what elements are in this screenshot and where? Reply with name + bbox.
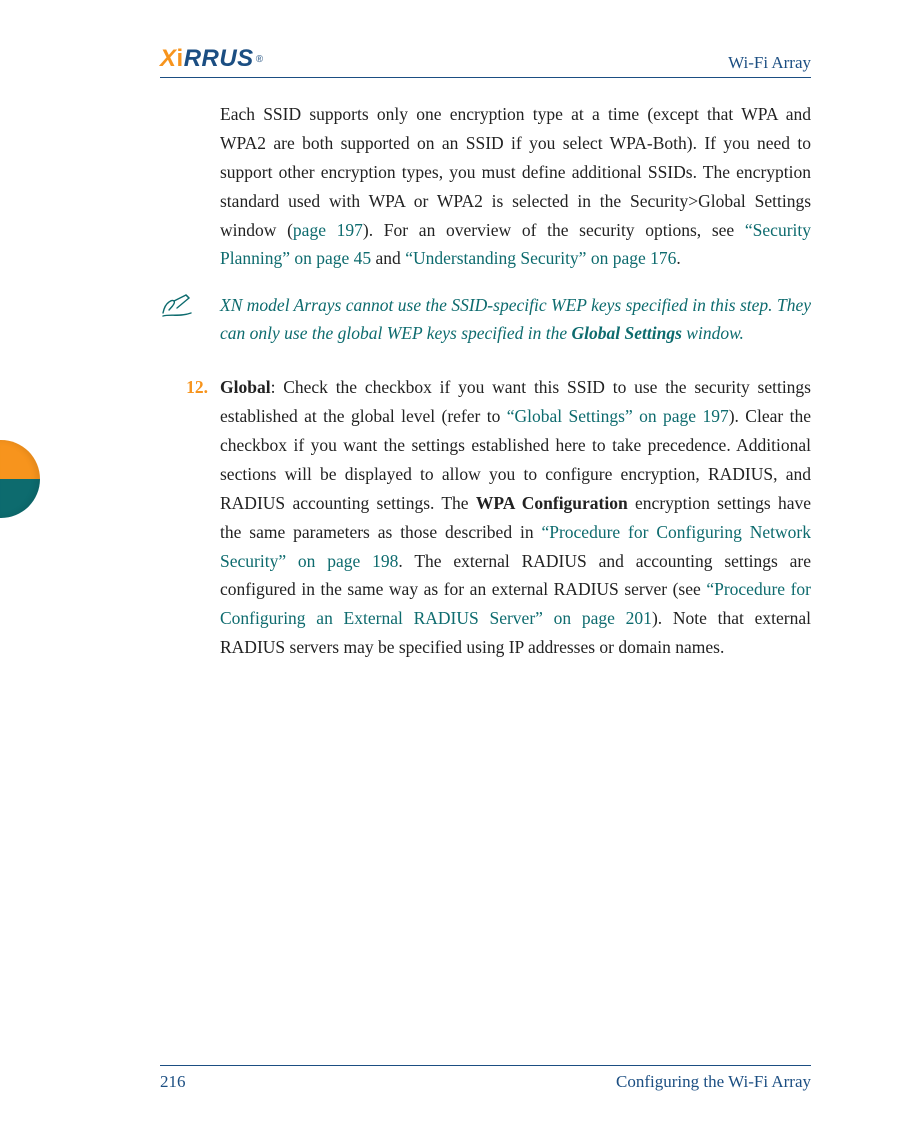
logo-letter-i: i bbox=[177, 45, 184, 73]
text: . bbox=[676, 248, 680, 268]
header-title: Wi-Fi Array bbox=[728, 53, 811, 73]
item-body: Global: Check the checkbox if you want t… bbox=[220, 373, 811, 662]
logo-trademark: ® bbox=[256, 54, 264, 65]
link-global-settings[interactable]: “Global Settings” on page 197 bbox=[507, 406, 729, 426]
bold-wpa-config: WPA Configuration bbox=[476, 493, 628, 513]
item-number: 12. bbox=[160, 373, 220, 662]
link-understanding-security[interactable]: “Understanding Security” on page 176 bbox=[405, 248, 676, 268]
logo-letter-x: X bbox=[160, 45, 177, 73]
link-page-197[interactable]: page 197 bbox=[293, 220, 363, 240]
page-footer: 216 Configuring the Wi-Fi Array bbox=[90, 1065, 811, 1092]
page-content: Each SSID supports only one encryption t… bbox=[160, 100, 811, 662]
page-header: XiRRUS® Wi-Fi Array bbox=[160, 45, 811, 78]
note-block: XN model Arrays cannot use the SSID-spec… bbox=[160, 291, 811, 347]
page-number: 216 bbox=[160, 1072, 186, 1092]
footer-section-title: Configuring the Wi-Fi Array bbox=[616, 1072, 811, 1092]
item-label: Global bbox=[220, 377, 271, 397]
hand-writing-icon bbox=[160, 293, 194, 319]
side-tab-orange bbox=[0, 440, 40, 479]
note-icon-cell bbox=[160, 291, 220, 347]
side-tab-teal bbox=[0, 479, 40, 518]
text: ). For an overview of the security optio… bbox=[363, 220, 745, 240]
intro-paragraph: Each SSID supports only one encryption t… bbox=[220, 100, 811, 273]
side-tab-marker bbox=[0, 440, 40, 518]
page: XiRRUS® Wi-Fi Array Each SSID supports o… bbox=[0, 0, 901, 1137]
text: window. bbox=[682, 323, 744, 343]
footer-rule bbox=[160, 1065, 811, 1066]
footer-row: 216 Configuring the Wi-Fi Array bbox=[160, 1072, 811, 1092]
note-text: XN model Arrays cannot use the SSID-spec… bbox=[220, 291, 811, 347]
logo-rest: RRUS bbox=[184, 45, 254, 73]
brand-logo: XiRRUS® bbox=[160, 45, 264, 73]
text: and bbox=[371, 248, 405, 268]
list-item-12: 12. Global: Check the checkbox if you wa… bbox=[160, 373, 811, 662]
note-bold: Global Settings bbox=[572, 323, 682, 343]
